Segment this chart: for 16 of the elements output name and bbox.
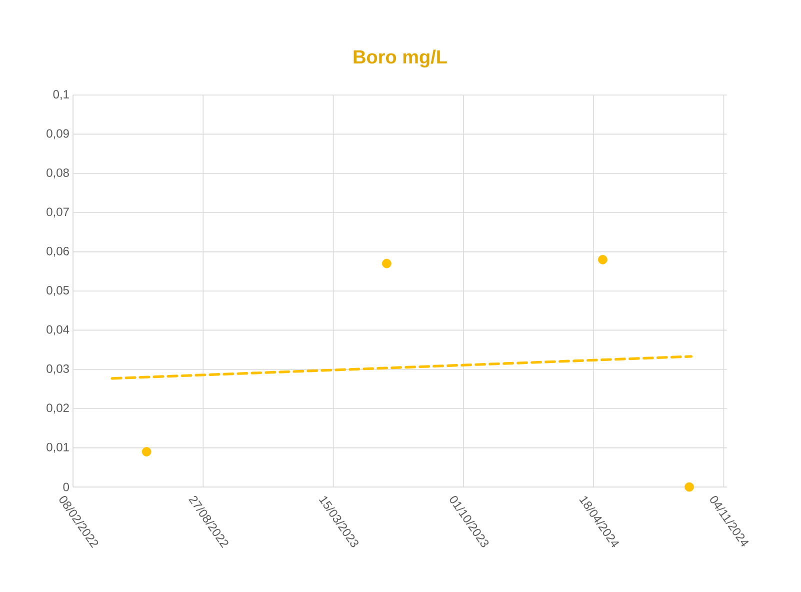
y-tick-label: 0,01	[46, 442, 69, 453]
point	[382, 258, 392, 268]
y-tick-label: 0,02	[46, 404, 69, 414]
y-tick-label: 0,03	[46, 364, 69, 374]
y-tick-label: 0,05	[46, 286, 69, 296]
y-tick-label: 0,07	[46, 208, 69, 218]
point	[142, 447, 152, 456]
point	[684, 482, 694, 492]
y-tick-label: 0,1	[53, 90, 69, 100]
point	[598, 254, 608, 264]
y-tick-label: 0,04	[46, 325, 70, 336]
chart-title: Boro mg/L	[354, 50, 447, 68]
y-tick-label: 0,08	[46, 168, 69, 178]
y-tick-label: 0	[63, 482, 70, 492]
y-tick-label: 0,09	[46, 129, 69, 140]
y-tick-label: 0,06	[46, 246, 69, 257]
